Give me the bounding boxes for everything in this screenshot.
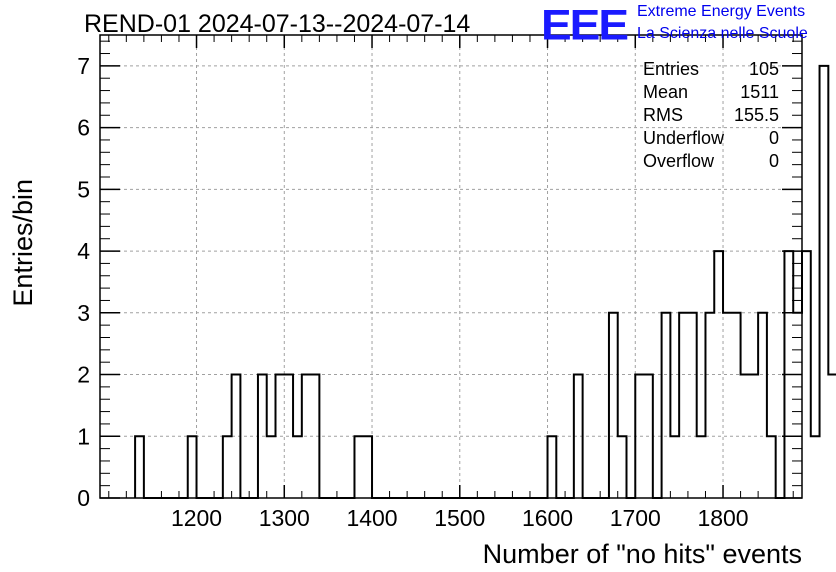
x-tick-label: 1400 [346,505,397,531]
y-tick-label: 3 [77,300,90,326]
histogram-bin [802,251,811,498]
logo-line-1: Extreme Energy Events [637,3,806,20]
stat-label-entries: Entries [643,59,700,79]
histogram-bin [574,375,583,498]
x-axis-label: Number of "no hits" events [483,539,802,569]
stat-value-mean: 1511 [740,82,779,102]
x-tick-label: 1500 [434,505,485,531]
x-tick-label: 1200 [171,505,222,531]
histogram-bin [793,313,802,498]
histogram-bin [670,436,679,498]
y-tick-label: 7 [77,53,90,79]
histogram-bin [293,436,302,498]
histogram-bin [679,313,688,498]
histogram-line [134,64,836,499]
histogram-bin [548,436,557,498]
histogram-bin [828,375,836,498]
histogram-bin [705,313,714,498]
histogram-bin [354,436,363,498]
y-axis-label: Entries/bin [8,179,38,307]
histogram-bin [714,251,723,498]
stat-label-rms: RMS [643,105,683,125]
stat-label-underflow: Underflow [643,128,725,148]
histogram-bin [276,375,285,498]
histogram-bin [758,313,767,498]
histogram-bin [741,375,750,498]
stat-value-underflow: 0 [768,128,779,148]
y-tick-label: 5 [77,176,90,202]
y-tick-label: 4 [77,238,90,264]
stat-label-mean: Mean [643,82,689,102]
histogram-bin [284,375,293,498]
histogram-bin [749,375,758,498]
histogram-bin [697,436,706,498]
histogram-bin [723,313,732,498]
x-tick-label: 1700 [610,505,661,531]
histogram-bin [732,313,741,498]
histogram-bins [135,66,836,498]
stat-value-overflow: 0 [768,151,779,171]
histogram-bin [618,436,627,498]
plot-frame [99,34,803,499]
histogram-bin [223,436,232,498]
stat-value-rms: 155.5 [733,105,779,125]
stat-value-entries: 105 [748,59,779,79]
histogram-bin [688,313,697,498]
y-tick-label: 1 [77,423,90,449]
histogram-bin [609,313,618,498]
histogram-bin [302,375,311,498]
stat-label-overflow: Overflow [643,151,715,171]
logo-line-2: La Scienza nelle Scuole [637,25,808,42]
x-tick-label: 1300 [259,505,310,531]
chart-title: REND-01 2024-07-13--2024-07-14 [84,10,471,38]
histogram-bin [188,436,197,498]
histogram-bin [644,375,653,498]
histogram-bin [135,436,144,498]
histogram-bin [767,436,776,498]
x-tick-label: 1800 [697,505,748,531]
histogram-bin [311,375,320,498]
y-tick-label: 6 [77,115,90,141]
x-tick-label: 1600 [522,505,573,531]
histogram-bin [662,313,671,498]
histogram-bin [635,375,644,498]
histogram-bin [820,66,829,498]
y-tick-label: 2 [77,362,90,388]
histogram-bin [267,436,276,498]
y-tick-label: 0 [77,485,90,511]
histogram-bin [258,375,267,498]
eee-logo: EEE [541,0,629,49]
histogram-bin [232,375,241,498]
histogram-bin [811,436,820,498]
histogram-bin [363,436,372,498]
